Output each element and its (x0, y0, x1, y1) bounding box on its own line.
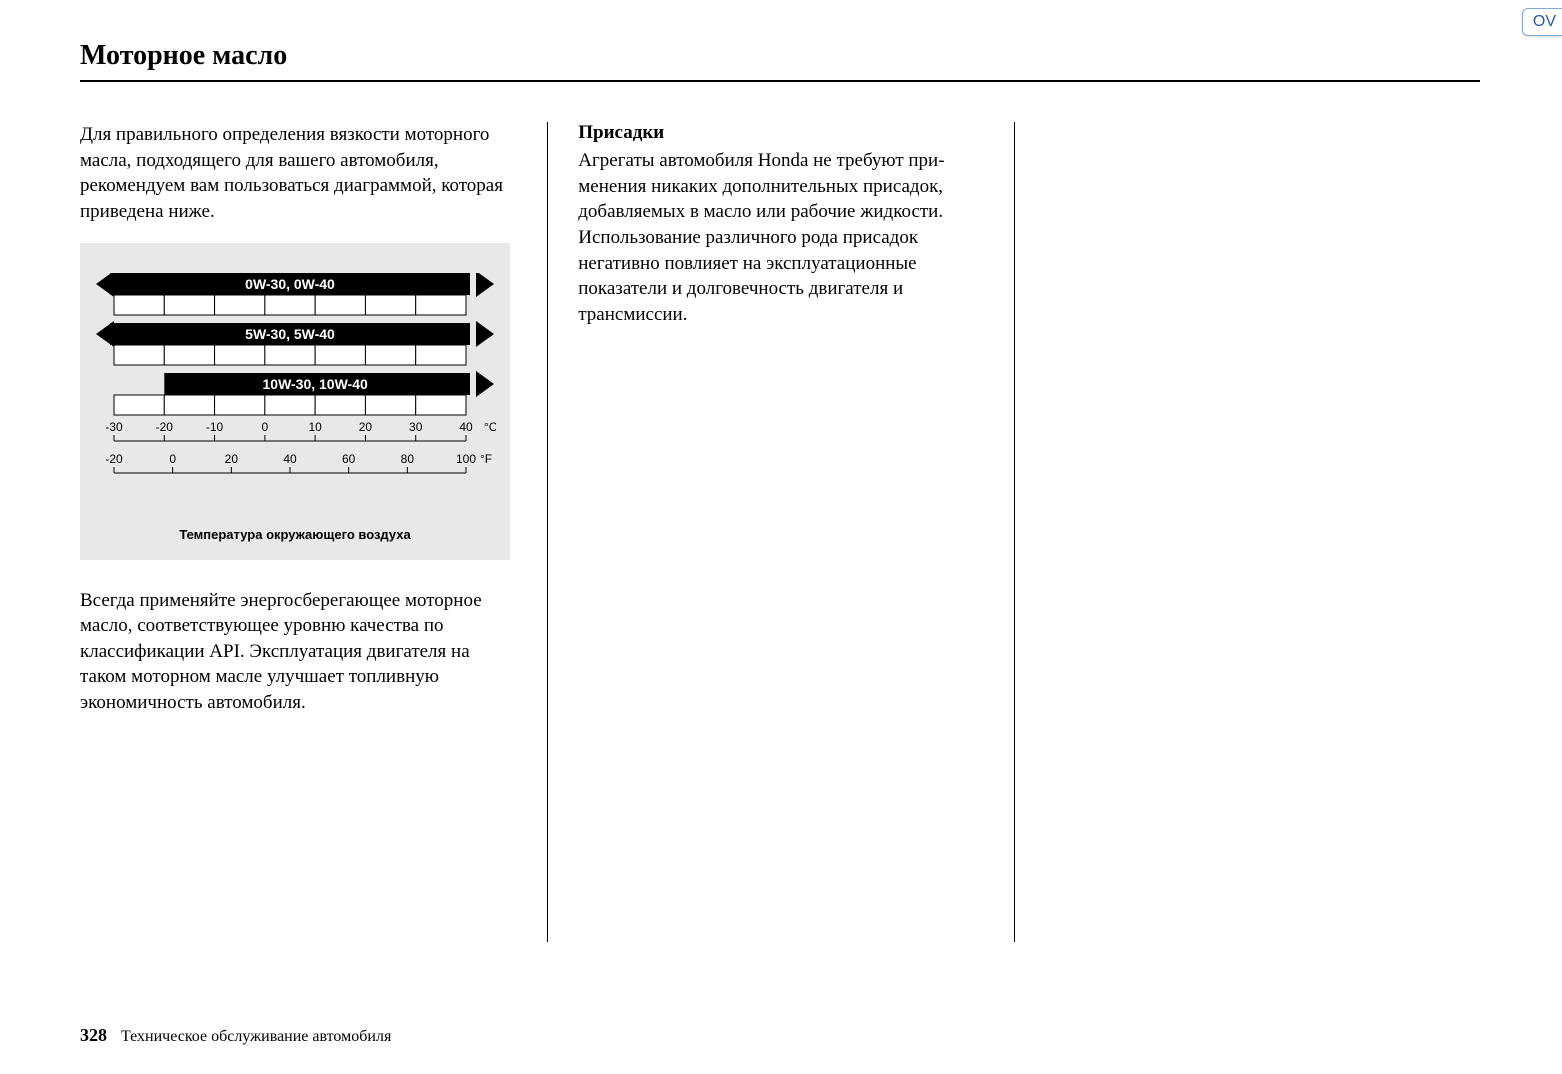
content-columns: Для правильного определения вязкости мот… (80, 122, 1482, 942)
svg-text:-10: -10 (206, 420, 224, 434)
svg-text:-20: -20 (105, 452, 123, 466)
column-3 (1015, 122, 1482, 942)
additives-paragraph: Агрегаты автомобиля Honda не требуют при… (578, 148, 983, 327)
svg-text:20: 20 (225, 452, 239, 466)
page-number: 328 (80, 1025, 107, 1045)
svg-text:5W-30, 5W-40: 5W-30, 5W-40 (245, 326, 335, 342)
svg-text:°F: °F (480, 452, 492, 466)
svg-text:80: 80 (401, 452, 415, 466)
corner-tab: OV (1522, 8, 1562, 36)
svg-text:40: 40 (283, 452, 297, 466)
svg-text:40: 40 (459, 420, 473, 434)
svg-text:-20: -20 (156, 420, 174, 434)
additives-heading: Присадки (578, 122, 983, 144)
column-2: Присадки Агрегаты автомобиля Honda не тр… (547, 122, 1014, 942)
svg-text:30: 30 (409, 420, 423, 434)
svg-text:20: 20 (359, 420, 373, 434)
page-footer: 328 Техническое обслуживание автомобиля (80, 1025, 391, 1046)
svg-text:0W-30, 0W-40: 0W-30, 0W-40 (245, 276, 335, 292)
api-paragraph: Всегда применяйте энергосберегающее мото… (80, 588, 517, 716)
svg-text:0: 0 (169, 452, 176, 466)
svg-text:10W-30, 10W-40: 10W-30, 10W-40 (263, 376, 368, 392)
viscosity-chart: 0W-30, 0W-40 5W-30, 5W-40 10W-30, 10W-40 -3… (80, 243, 510, 560)
intro-paragraph: Для правильного определения вязкости мот… (80, 122, 517, 225)
svg-text:-30: -30 (105, 420, 123, 434)
svg-text:100: 100 (456, 452, 476, 466)
svg-text:60: 60 (342, 452, 356, 466)
title-rule (80, 80, 1480, 82)
viscosity-chart-svg: 0W-30, 0W-40 5W-30, 5W-40 10W-30, 10W-40 -3… (94, 273, 496, 513)
svg-text:°C: °C (484, 420, 496, 434)
chart-caption: Температура окружающего воздуха (94, 527, 496, 542)
column-1: Для правильного определения вязкости мот… (80, 122, 547, 942)
svg-text:0: 0 (262, 420, 269, 434)
footer-section: Техническое обслуживание автомобиля (121, 1028, 391, 1045)
svg-text:10: 10 (308, 420, 322, 434)
page-title: Моторное масло (80, 40, 1482, 72)
